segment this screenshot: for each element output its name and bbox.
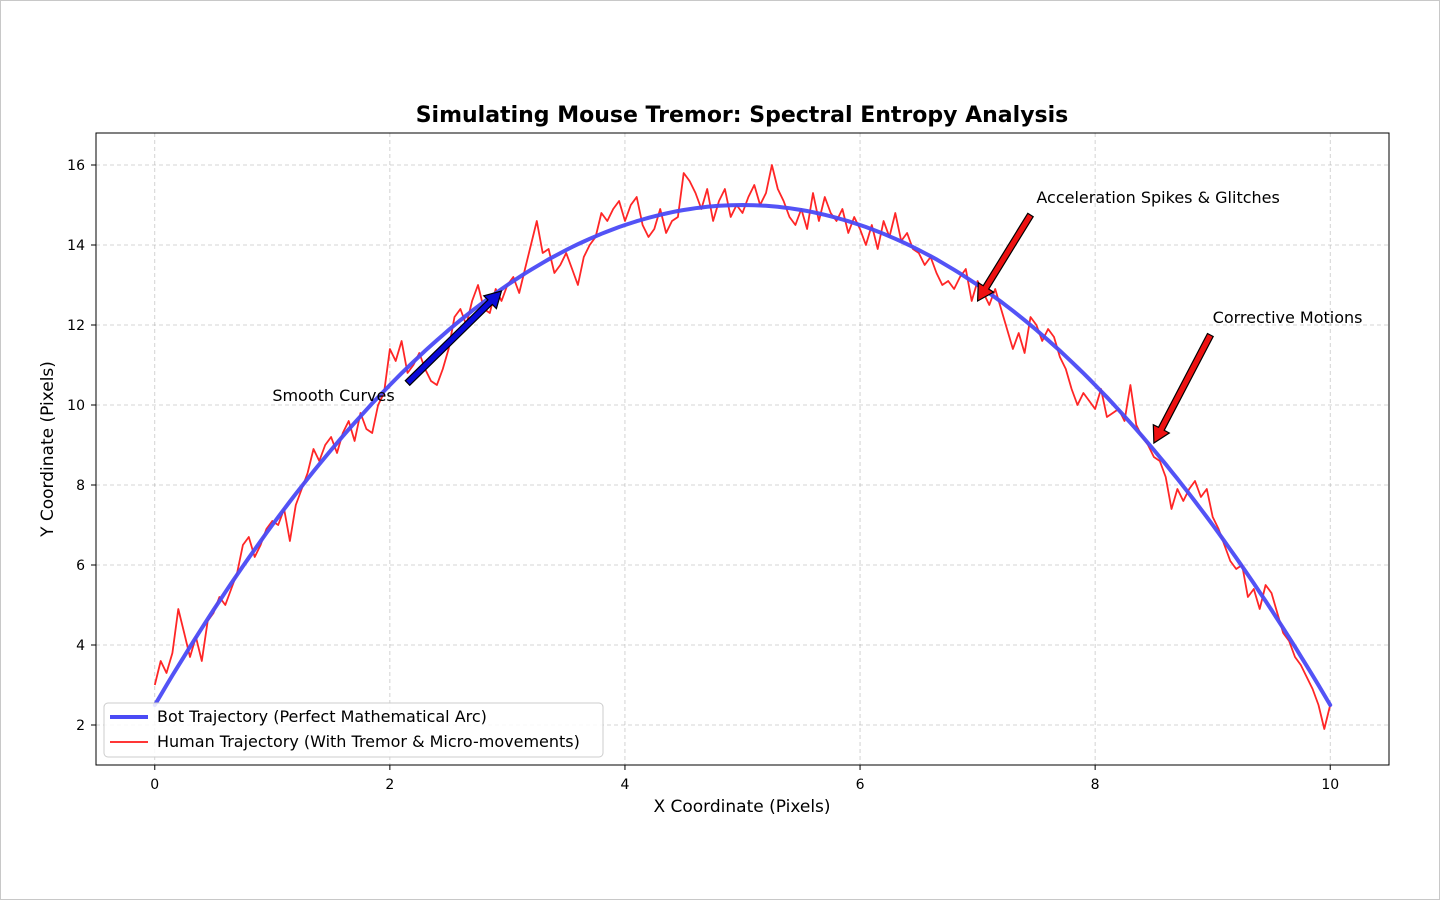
grid-lines — [96, 133, 1389, 765]
axis-ticks: 0 2 4 6 8 10 2 4 6 8 10 12 14 16 — [67, 158, 1339, 793]
annotation-arrow — [976, 212, 1035, 303]
legend-bot-label: Bot Trajectory (Perfect Mathematical Arc… — [157, 707, 487, 726]
x-tick-label: 0 — [150, 777, 159, 793]
bot-trajectory-line — [152, 202, 1333, 707]
y-tick-label: 6 — [76, 558, 85, 574]
y-tick-label: 12 — [67, 318, 85, 334]
y-tick-label: 16 — [67, 158, 85, 174]
y-axis-label: Y Coordinate (Pixels) — [38, 361, 58, 538]
annotation-arrow — [404, 290, 503, 387]
y-tick-label: 8 — [76, 478, 85, 494]
y-tick-label: 4 — [76, 638, 85, 654]
annotations: Smooth Curves Acceleration Spikes & Glitc… — [272, 188, 1363, 445]
annotation-text: Smooth Curves — [272, 386, 394, 405]
plot-area-border — [95, 132, 1390, 766]
chart-title: Simulating Mouse Tremor: Spectral Entrop… — [416, 103, 1069, 128]
x-tick-label: 8 — [1091, 777, 1100, 793]
legend-human-label: Human Trajectory (With Tremor & Micro-mo… — [157, 732, 580, 751]
x-axis-label: X Coordinate (Pixels) — [653, 797, 830, 817]
x-tick-label: 2 — [385, 777, 394, 793]
y-tick-label: 2 — [76, 718, 85, 734]
series-lines — [152, 164, 1333, 730]
annotation-arrow — [1152, 332, 1215, 445]
x-tick-label: 4 — [620, 777, 629, 793]
y-tick-label: 10 — [67, 398, 85, 414]
y-tick-label: 14 — [67, 238, 85, 254]
annotation-text: Corrective Motions — [1213, 308, 1363, 327]
annotation-text: Acceleration Spikes & Glitches — [1036, 188, 1279, 207]
legend: Bot Trajectory (Perfect Mathematical Arc… — [103, 702, 604, 758]
legend-box — [103, 702, 604, 758]
x-tick-label: 10 — [1321, 777, 1339, 793]
x-tick-label: 6 — [856, 777, 865, 793]
